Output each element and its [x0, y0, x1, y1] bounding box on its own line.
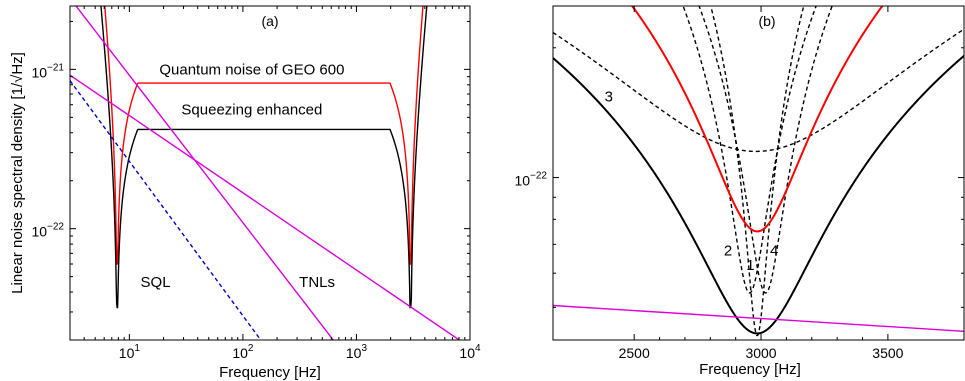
- panel-a-frame: [69, 5, 471, 341]
- panel-a-series-3: [75, 6, 335, 340]
- panel-b-annotation: 4: [770, 242, 778, 259]
- panel-a-y-tick-label: 10−21: [31, 62, 64, 80]
- panel-a-x-axis-label: Frequency [Hz]: [219, 364, 321, 381]
- panel-a-series-2: [70, 80, 262, 340]
- panel-b-annotation: 1: [746, 257, 754, 274]
- panel-a-x-tick-label: 102: [232, 343, 254, 361]
- panel-b-series-2: [698, 6, 833, 294]
- panel-b-series-3: [553, 28, 964, 153]
- panel-a-x-tick-label: 104: [459, 343, 481, 361]
- panel-a-series-0: [104, 6, 424, 265]
- panel-b-series-6: [553, 304, 964, 332]
- panel-a-label: (a): [261, 13, 278, 29]
- panel-a-x-tick-label: 103: [346, 343, 368, 361]
- panel-b-x-tick-label: 2500: [619, 345, 650, 361]
- panel-a-y-axis-label: Linear noise spectral density [1/√Hz]: [9, 52, 26, 294]
- panel-b-x-tick-label: 3500: [872, 345, 903, 361]
- panel-a-series-4: [70, 74, 461, 340]
- panel-b-series-1: [682, 6, 817, 294]
- panel-a-annotation: SQL: [141, 274, 171, 291]
- panel-a-x-tick-label: 101: [119, 343, 141, 361]
- panel-b-series-5: [553, 55, 964, 335]
- panel-b-y-tick-label: 10−22: [514, 171, 547, 189]
- panel-b-label: (b): [758, 13, 775, 29]
- panel-b: 2500 3000 3500 10−22 3 214 (b) Frequency [Hz…: [514, 5, 965, 378]
- panel-b-series-4: [630, 6, 884, 233]
- panel-b-annotation: 2: [724, 242, 732, 259]
- panel-a-annotation: TNLs: [299, 274, 335, 291]
- panel-a-annotation: Quantum noise of GEO 600: [159, 61, 344, 78]
- panel-b-x-tick-label: 3000: [745, 345, 776, 361]
- panel-b-x-axis-label: Frequency [Hz]: [699, 361, 801, 378]
- panel-b-frame: [552, 5, 965, 341]
- panel-a-y-tick-label: 10−22: [31, 222, 64, 240]
- panel-a: 101 102 103 104 10−22 10−21 Quantum noise of …: [9, 5, 481, 381]
- panel-b-annotation: 3: [605, 89, 613, 106]
- panel-a-annotation: Squeezing enhanced: [181, 102, 322, 119]
- panel-b-series-0: [710, 6, 805, 337]
- panel-a-series-1: [100, 6, 428, 309]
